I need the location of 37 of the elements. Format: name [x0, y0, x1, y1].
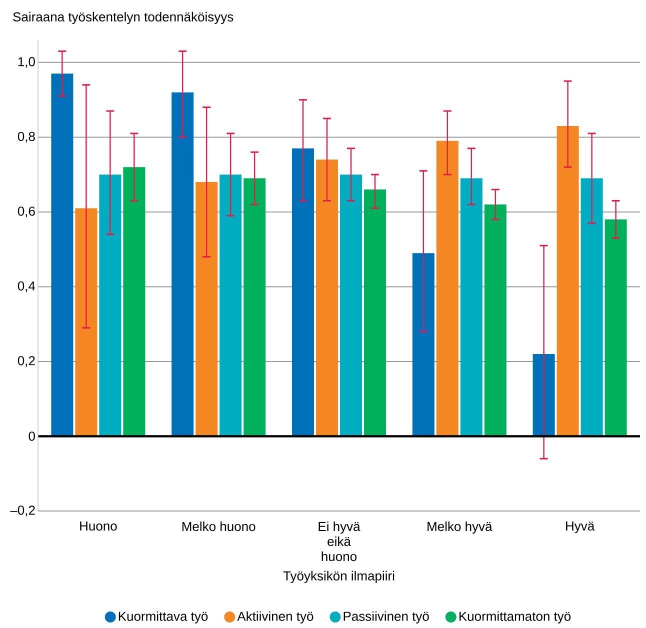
- y-tick-label: 1,0: [18, 57, 35, 68]
- bar: [51, 74, 74, 436]
- bar: [292, 148, 314, 436]
- bar: [316, 160, 338, 436]
- x-tick-label: Huono: [80, 522, 117, 531]
- bar: [412, 253, 434, 436]
- y-axis-title: Sairaana työskentelyn todennäköisyys: [13, 12, 234, 24]
- y-tick-label: –0,2: [10, 506, 35, 516]
- bar: [604, 219, 627, 436]
- legend-label: Aktiivinen työ: [237, 611, 314, 624]
- legend-label: Passiivinen työ: [344, 611, 429, 624]
- bar: [484, 204, 506, 436]
- x-tick-label: Hyvä: [566, 522, 595, 534]
- bar: [340, 174, 362, 436]
- bar: [436, 140, 458, 436]
- x-tick-label: Ei hyvä eikä huono: [318, 522, 360, 562]
- legend-label: Kuormittava työ: [118, 611, 208, 624]
- y-tick-label: 0,8: [18, 132, 35, 143]
- bar: [220, 174, 242, 436]
- y-tick-label: 0: [28, 432, 35, 441]
- x-axis-title: Työyksikön ilmapiiri: [283, 570, 394, 584]
- bar: [244, 178, 266, 436]
- y-tick-label: 0,4: [18, 281, 36, 292]
- bar: [532, 354, 555, 436]
- x-tick-label: Melko huono: [182, 522, 256, 532]
- legend-label: Kuormittamaton työ: [459, 611, 571, 624]
- bar: [196, 182, 218, 436]
- bar: [556, 126, 579, 436]
- x-tick-label: Melko hyvä: [428, 522, 492, 534]
- bar: [460, 178, 482, 436]
- y-tick-label: 0,2: [18, 356, 35, 367]
- bar: [123, 167, 146, 436]
- bar: [99, 174, 122, 436]
- bar: [580, 178, 603, 436]
- bar: [364, 190, 386, 436]
- bar: [172, 92, 194, 436]
- y-tick-label: 0,6: [18, 206, 35, 218]
